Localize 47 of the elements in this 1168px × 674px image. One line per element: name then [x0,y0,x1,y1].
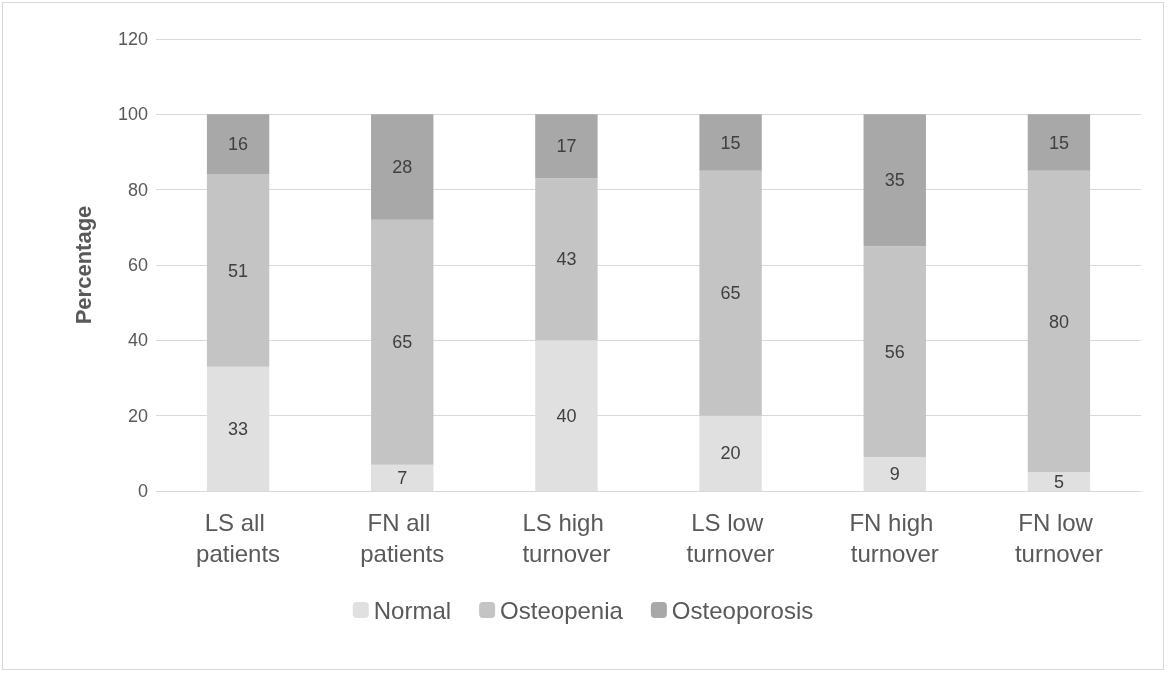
data-label: 65 [392,332,413,353]
y-axis-title: Percentage [70,205,96,325]
data-label: 5 [1053,471,1064,492]
bar [535,114,598,179]
data-label: 16 [228,134,249,155]
bar [1027,170,1091,473]
legend-label: Osteopenia [500,596,624,624]
data-label: 65 [720,283,741,304]
data-label: 35 [884,170,905,191]
x-tick-label: FN low turnover [1014,509,1103,567]
data-label: 51 [228,260,249,281]
data-label: 56 [884,341,905,362]
data-label: 33 [228,418,249,439]
data-label: 20 [720,443,741,464]
data-label: 17 [556,136,577,157]
bar [863,114,926,247]
x-tick-label: LS high turnover [522,509,611,567]
x-tick-label: LS all patients [196,509,281,567]
x-tick-label: FN high turnover [849,509,941,567]
bar [206,174,270,367]
y-tick-label: 120 [117,29,148,49]
legend-label: Normal [373,596,452,624]
y-tick-label: 100 [117,104,148,125]
data-label: 7 [397,467,408,488]
bar [699,114,762,171]
y-tick-label: 40 [127,330,148,351]
y-tick-label: 0 [137,481,148,501]
y-tick-label: 80 [127,179,148,200]
bar [1027,114,1091,171]
data-label: 43 [556,249,577,270]
legend-label: Osteoporosis [671,596,814,624]
data-label: 80 [1048,311,1069,332]
bar [371,114,434,220]
bar [535,178,598,341]
data-label: 15 [1048,132,1069,153]
bar [371,219,434,465]
bar [699,170,762,416]
bar [206,114,270,175]
x-tick-label: LS low turnover [686,509,775,567]
data-label: 40 [556,405,577,426]
x-tick-label: FN all patients [360,509,445,567]
data-label: 28 [392,157,413,178]
data-label: 15 [720,132,741,153]
y-tick-label: 60 [127,255,148,275]
data-label: 9 [889,464,900,485]
bar [863,246,926,458]
y-tick-label: 20 [127,405,148,426]
